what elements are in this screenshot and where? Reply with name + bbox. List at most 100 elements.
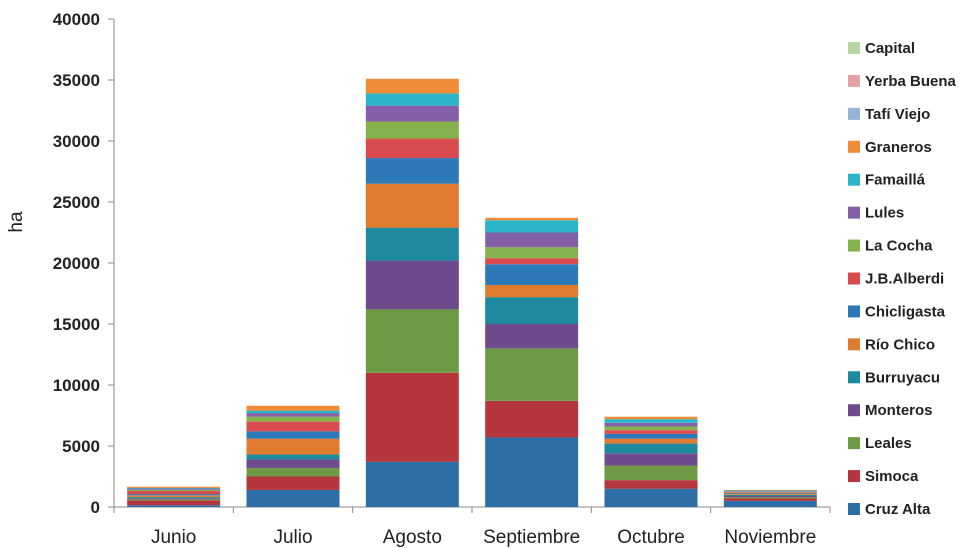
bar-segment-octubre-8: [604, 426, 698, 431]
legend-swatch: [848, 338, 860, 351]
bar-segment-junio-2: [127, 499, 221, 501]
legend-swatch: [848, 470, 860, 483]
legend-label: Leales: [865, 435, 912, 452]
bar-segment-octubre-11: [604, 416, 698, 420]
bar-segment-noviembre-9: [723, 491, 817, 492]
legend-swatch: [848, 107, 860, 120]
bar-segment-julio-0: [246, 489, 340, 507]
bar-segment-junio-0: [127, 505, 221, 507]
bar-segment-julio-6: [246, 431, 340, 439]
legend-swatch: [848, 74, 860, 87]
legend: Capital Yerba Buena Tafí Viejo Graneros Fama…: [848, 40, 957, 518]
bar-segment-agosto-10: [365, 93, 459, 106]
bar-segment-noviembre-11: [723, 489, 817, 491]
bar-segment-octubre-4: [604, 443, 698, 454]
x-tick-label: Julio: [273, 527, 312, 548]
bar-segment-septiembre-5: [485, 284, 579, 298]
y-tick-label: 15000: [53, 315, 100, 334]
bar-segment-noviembre-1: [723, 498, 817, 501]
bar-segment-octubre-6: [604, 433, 698, 439]
legend-label: Burruyacu: [865, 369, 940, 386]
legend-swatch: [848, 140, 860, 153]
bar-segment-junio-9: [127, 488, 221, 490]
bar-segment-septiembre-6: [485, 264, 579, 285]
legend-swatch: [848, 503, 860, 515]
legend-swatch: [848, 206, 860, 219]
bar-segment-noviembre-4: [723, 494, 817, 497]
bar-segment-agosto-0: [365, 461, 459, 507]
legend-label: Monteros: [865, 402, 933, 419]
legend-label: La Cocha: [865, 238, 933, 255]
plot-area: 0 5000 10000 15000 20000 25000 30000 35000 40000…: [53, 10, 831, 548]
legend-label: Simoca: [865, 468, 919, 485]
bar-segment-octubre-5: [604, 438, 698, 444]
y-tick-label: 10000: [53, 376, 100, 395]
bar-segment-julio-10: [246, 410, 340, 414]
bar-segment-septiembre-10: [485, 220, 579, 233]
bar-segment-agosto-2: [365, 309, 459, 373]
bar-segment-septiembre-11: [485, 217, 579, 221]
bar-segment-julio-2: [246, 467, 340, 477]
legend-swatch: [848, 371, 860, 384]
x-tick-label: Noviembre: [724, 527, 816, 548]
bar-segment-junio-6: [127, 494, 221, 496]
y-tick-label: 30000: [53, 132, 100, 151]
legend-label: Chicligasta: [865, 303, 946, 320]
bar-segment-octubre-9: [604, 422, 698, 427]
bar-segment-septiembre-2: [485, 348, 579, 401]
bar-segment-septiembre-0: [485, 437, 579, 507]
bar-segment-noviembre-6: [723, 492, 817, 494]
bar-segment-julio-9: [246, 413, 340, 417]
bar-segment-agosto-4: [365, 227, 459, 261]
bar-segment-agosto-9: [365, 105, 459, 122]
x-tick-label: Octubre: [617, 527, 685, 548]
bar-segment-agosto-8: [365, 121, 459, 139]
legend-label: Capital: [865, 40, 915, 57]
bar-segment-noviembre-2: [723, 497, 817, 499]
bar-segment-septiembre-9: [485, 232, 579, 248]
bar-segment-junio-3: [127, 498, 221, 500]
y-tick-label: 5000: [62, 437, 100, 456]
bar-segment-noviembre-10: [723, 490, 817, 492]
x-tick-label: Septiembre: [483, 527, 580, 548]
bar-segment-octubre-0: [604, 488, 698, 507]
bar-segment-julio-4: [246, 454, 340, 460]
bar-segment-octubre-10: [604, 419, 698, 423]
y-tick-label: 20000: [53, 254, 100, 273]
bar-segment-octubre-1: [604, 480, 698, 489]
x-tick-label: Junio: [151, 527, 196, 548]
bar-segment-junio-10: [127, 487, 221, 489]
bar-segment-noviembre-8: [723, 491, 817, 493]
y-tick-label: 35000: [53, 71, 100, 90]
legend-label: Río Chico: [865, 336, 935, 353]
y-tick-label: 40000: [53, 10, 100, 29]
bar-segment-agosto-6: [365, 158, 459, 184]
bar-segment-agosto-7: [365, 138, 459, 159]
bar-segment-agosto-1: [365, 372, 459, 462]
legend-label: J.B.Alberdi: [865, 271, 944, 288]
bar-segment-septiembre-8: [485, 247, 579, 259]
bar-segment-septiembre-1: [485, 400, 579, 438]
y-tick-label: 0: [91, 498, 100, 517]
legend-swatch: [848, 437, 860, 450]
legend-label: Yerba Buena: [865, 73, 957, 90]
legend-label: Cruz Alta: [865, 501, 931, 518]
bar-segment-junio-4: [127, 497, 221, 499]
bar-segment-octubre-3: [604, 453, 698, 466]
bar-segment-junio-8: [127, 489, 221, 492]
x-tick-label: Agosto: [383, 527, 442, 548]
bar-segment-junio-1: [127, 500, 221, 506]
legend-label: Lules: [865, 205, 904, 222]
legend-swatch: [848, 42, 860, 54]
bar-segment-noviembre-5: [723, 493, 817, 495]
bar-segment-agosto-5: [365, 183, 459, 228]
y-axis-label: ha: [6, 211, 27, 233]
legend-label: Graneros: [865, 139, 932, 156]
bar-segment-julio-11: [246, 405, 340, 411]
bar-segment-septiembre-3: [485, 324, 579, 349]
bar-segment-septiembre-7: [485, 258, 579, 265]
legend-label: Famaillá: [865, 172, 926, 189]
legend-label: Tafí Viejo: [865, 106, 930, 123]
bar-segment-agosto-11: [365, 78, 459, 94]
